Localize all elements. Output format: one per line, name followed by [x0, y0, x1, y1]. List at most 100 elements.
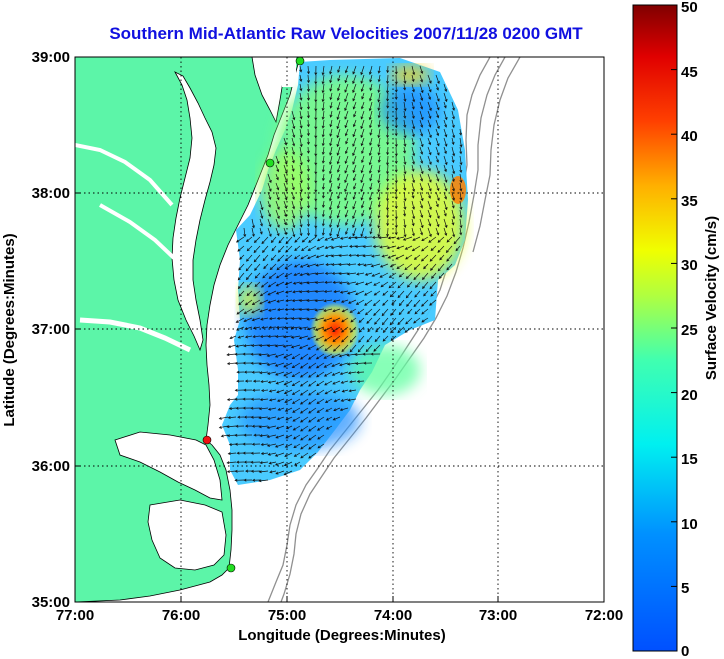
velocity-arrow — [360, 218, 365, 228]
velocity-arrow — [267, 227, 272, 238]
velocity-arrow — [403, 227, 407, 238]
velocity-arrow — [352, 164, 357, 174]
x-tick-label: 73:00 — [479, 607, 517, 624]
velocity-arrow — [405, 317, 413, 325]
velocity-arrow — [377, 155, 381, 163]
velocity-arrow — [314, 308, 325, 312]
x-tick-label: 72:00 — [585, 607, 623, 624]
velocity-arrow — [354, 244, 365, 248]
velocity-arrow — [390, 326, 397, 334]
velocity-arrow — [218, 416, 229, 420]
velocity-arrow — [394, 74, 398, 85]
velocity-arrow — [306, 308, 317, 312]
velocity-arrow — [331, 271, 341, 275]
velocity-arrow — [259, 227, 263, 235]
velocity-arrow — [283, 182, 288, 193]
velocity-arrow — [246, 290, 253, 296]
velocity-arrow — [262, 254, 269, 262]
velocity-arrow — [242, 406, 253, 410]
velocity-arrow — [377, 191, 381, 201]
velocity-arrow — [368, 164, 373, 174]
velocity-arrow — [371, 254, 381, 258]
velocity-arrow — [394, 110, 398, 121]
velocity-arrow — [443, 119, 448, 128]
velocity-arrow — [229, 335, 237, 340]
y-tick-label: 38:00 — [32, 185, 70, 202]
velocity-arrow — [329, 209, 333, 220]
velocity-arrow — [349, 308, 357, 313]
velocity-arrow — [321, 164, 325, 173]
velocity-arrow — [328, 200, 333, 211]
velocity-arrow — [363, 235, 373, 239]
velocity-arrow — [363, 361, 373, 365]
velocity-arrow — [373, 308, 381, 316]
velocity-arrow — [227, 452, 237, 456]
velocity-arrow — [451, 227, 456, 238]
velocity-arrow — [236, 370, 245, 374]
velocity-arrow — [258, 425, 269, 429]
velocity-arrow — [402, 236, 413, 241]
velocity-arrow — [267, 407, 277, 411]
velocity-blue-south — [240, 390, 360, 450]
chesapeake-bay — [171, 71, 217, 352]
velocity-arrow — [394, 146, 398, 157]
velocity-arrow — [368, 110, 373, 121]
velocity-yellow-southwest — [238, 285, 262, 315]
grid-lines — [75, 57, 604, 602]
velocity-arrow — [243, 344, 253, 348]
velocity-arrow — [274, 344, 285, 348]
velocity-arrow — [306, 182, 310, 191]
velocity-arrow — [275, 164, 280, 173]
velocity-arrow — [338, 262, 349, 266]
velocity-arrow — [254, 263, 261, 271]
velocity-arrow — [419, 200, 424, 209]
velocity-arrow — [386, 200, 390, 211]
velocity-arrow — [355, 253, 365, 257]
velocity-arrow — [396, 263, 405, 269]
velocity-arrow — [379, 245, 389, 249]
velocity-arrow — [332, 335, 341, 343]
velocity-arrow — [348, 253, 357, 257]
velocity-arrow — [388, 272, 397, 278]
velocity-arrow — [348, 299, 357, 304]
velocity-arrow — [357, 308, 365, 315]
velocity-arrow — [413, 317, 421, 324]
velocity-arrow — [267, 281, 277, 288]
velocity-arrow — [329, 218, 333, 228]
station-delmarva-marker — [265, 158, 275, 168]
velocity-arrow — [284, 263, 293, 270]
velocity-arrow — [419, 182, 424, 191]
velocity-arrow — [394, 83, 398, 93]
velocity-arrow — [332, 280, 341, 284]
velocity-arrow — [283, 380, 293, 386]
velocity-arrow — [321, 200, 325, 208]
velocity-arrow — [226, 434, 237, 438]
velocity-arrow — [266, 353, 277, 357]
velocity-arrow — [427, 146, 432, 156]
velocity-arrow — [368, 146, 373, 157]
velocity-arrow — [306, 173, 310, 182]
velocity-arrow — [459, 182, 463, 192]
velocity-arrow — [435, 146, 440, 156]
velocity-arrow — [261, 236, 269, 245]
station-outer-banks-marker — [226, 563, 236, 573]
velocity-arrow — [234, 361, 245, 365]
velocity-arrow — [352, 74, 357, 85]
velocity-arrow — [314, 289, 325, 293]
velocity-arrow — [349, 244, 357, 248]
velocity-arrow — [331, 371, 341, 376]
velocity-arrow — [306, 317, 317, 321]
velocity-arrow — [453, 236, 461, 245]
velocity-arrow — [352, 92, 357, 102]
velocity-arrow — [394, 101, 398, 112]
velocity-arrow — [275, 182, 280, 191]
velocity-arrow — [291, 119, 296, 130]
velocity-arrow — [344, 83, 349, 93]
velocity-arrow — [336, 119, 341, 130]
velocity-arrow — [260, 388, 269, 392]
velocity-arrow — [349, 335, 357, 343]
velocity-arrow — [251, 344, 261, 348]
velocity-arrow — [373, 344, 381, 352]
colorbar-label: Surface Velocity (cm/s) — [703, 216, 720, 380]
velocity-arrow — [306, 155, 310, 163]
